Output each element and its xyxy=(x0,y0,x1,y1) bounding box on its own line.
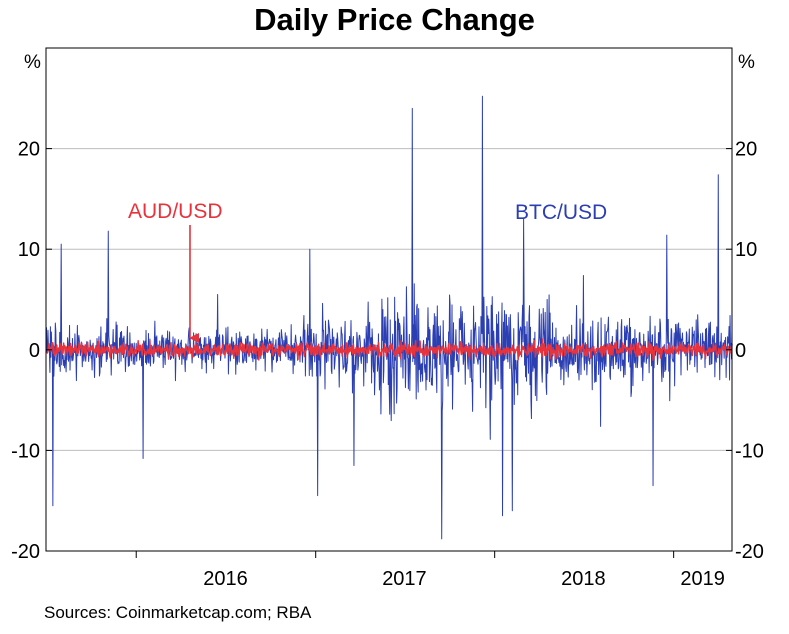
y-tick-label-left: 10 xyxy=(18,239,40,261)
y-tick-label-right: 10 xyxy=(735,239,757,261)
btc-usd-line xyxy=(45,95,733,540)
x-tick-label: 2019 xyxy=(680,568,725,590)
aud-usd-label: AUD/USD xyxy=(128,200,223,223)
y-axis-unit-right: % xyxy=(738,52,755,73)
grid-lines xyxy=(46,148,732,451)
price-change-chart: -20 -20 -10 -10 0 0 10 10 20 20 2016 2017 2018 2019 %… xyxy=(11,47,764,590)
x-tick-label: 2016 xyxy=(203,568,248,590)
y-tick-label-left: -20 xyxy=(11,541,40,563)
chart-title: Daily Price Change xyxy=(254,2,535,37)
y-tick-label-left: 0 xyxy=(29,340,40,362)
source-note: Sources: Coinmarketcap.com; RBA xyxy=(44,603,312,622)
aud-usd-series xyxy=(45,338,733,362)
y-tick-label-right: -10 xyxy=(735,440,764,462)
y-tick-label-right: 20 xyxy=(735,139,757,161)
y-tick-label-left: 20 xyxy=(18,139,40,161)
btc-usd-series xyxy=(45,95,733,540)
btc-usd-label: BTC/USD xyxy=(515,201,607,224)
x-tick-label: 2017 xyxy=(382,568,427,590)
plot-frame xyxy=(45,47,733,552)
axes: -20 -20 -10 -10 0 0 10 10 20 20 2016 2017 2018 2019 xyxy=(11,139,764,590)
x-tick-label: 2018 xyxy=(561,568,606,590)
y-tick-label-left: -10 xyxy=(11,440,40,462)
y-axis-unit-left: % xyxy=(24,52,41,73)
y-tick-label-right: -20 xyxy=(735,541,764,563)
y-tick-label-right: 0 xyxy=(735,340,746,362)
aud-usd-line xyxy=(45,338,733,362)
